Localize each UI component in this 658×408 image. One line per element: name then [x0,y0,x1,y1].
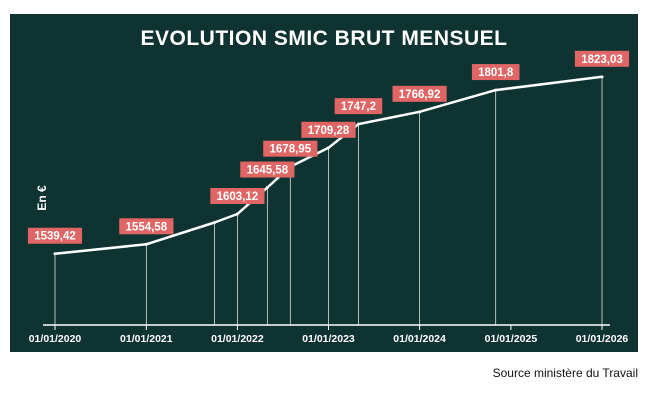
data-point [144,242,148,246]
x-tick-label: 01/01/2026 [576,333,629,345]
data-label: 1801,8 [478,67,514,79]
data-label-box [471,64,520,81]
chart-panel [10,14,638,352]
x-tick-label: 01/01/2021 [120,333,173,345]
data-label-box [240,161,295,178]
data-label-box [334,98,383,115]
data-label-box [301,121,356,138]
data-point [265,186,269,190]
data-point [418,110,422,114]
data-point [356,122,360,126]
data-label-box [263,140,318,157]
data-label-box [574,50,630,67]
data-label: 1645,58 [247,165,289,177]
x-tick-label: 01/01/2022 [211,333,264,345]
data-label: 1554,58 [126,221,168,233]
data-label: 1766,92 [399,89,441,101]
data-point [235,212,239,216]
chart-title: EVOLUTION SMIC BRUT MENSUEL [140,27,508,50]
data-label: 1603,12 [217,191,259,203]
data-label: 1823,03 [581,54,623,66]
x-tick-label: 01/01/2025 [485,333,538,345]
source-note: Source ministère du Travail [492,366,638,380]
data-label: 1747,2 [341,101,376,113]
x-tick-label: 01/01/2023 [302,333,355,345]
data-label: 1709,28 [308,125,350,137]
y-axis-label: En € [35,185,49,211]
data-label-box [27,227,83,244]
data-point [600,75,604,79]
data-point [327,146,330,150]
x-tick-label: 01/01/2020 [29,333,82,345]
data-point [494,88,498,92]
data-point [212,221,216,225]
x-tick-label: 01/01/2024 [393,333,446,345]
data-point [53,252,57,256]
data-label-box [392,85,447,102]
data-label-box [119,218,174,235]
data-label-box [210,188,265,205]
data-label: 1539,42 [34,231,76,243]
data-label: 1678,95 [270,144,312,156]
